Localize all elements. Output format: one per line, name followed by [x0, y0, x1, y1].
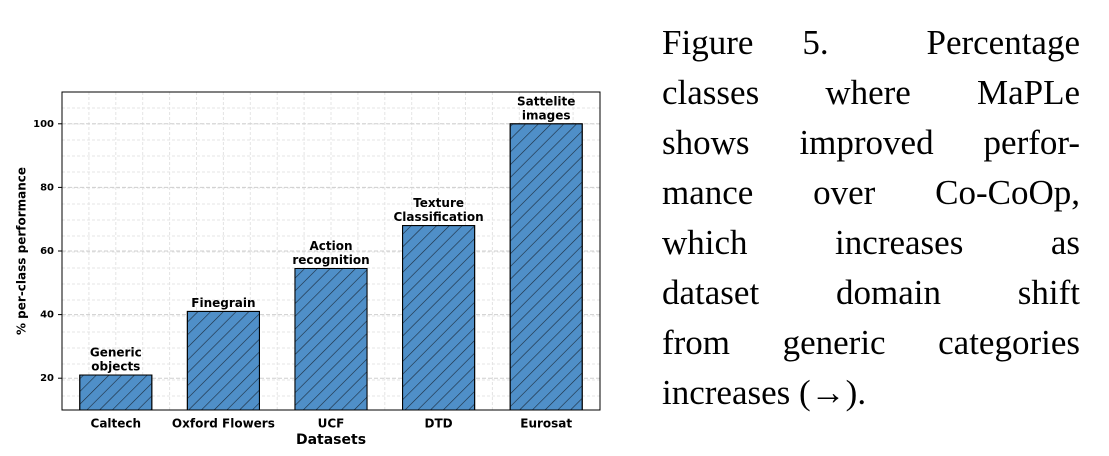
x-tick-label: Eurosat	[520, 417, 572, 431]
x-axis-label: Datasets	[296, 432, 366, 448]
y-tick-label: 20	[40, 373, 54, 384]
x-tick-label: DTD	[425, 417, 453, 431]
x-tick-label: UCF	[318, 417, 345, 431]
y-tick-label: 40	[40, 310, 54, 321]
bar-label: objects	[91, 360, 140, 374]
bar-label: Sattelite	[517, 94, 575, 108]
bar-hatch	[79, 374, 153, 411]
bar-hatch	[402, 225, 476, 411]
caption-line: dataset domain shift	[662, 273, 1080, 312]
chart: % per-class performance Datasets 20 40 60 8…	[15, 91, 601, 448]
plot-frame	[61, 91, 601, 411]
y-axis-label: % per-class performance	[15, 167, 29, 335]
y-tick-label: 100	[33, 119, 54, 130]
bar-hatch	[509, 123, 583, 411]
bar-hatch	[186, 310, 260, 411]
bar-label: images	[522, 108, 571, 122]
x-tick-label: Caltech	[91, 417, 142, 431]
caption-line: classes where MaPLe	[662, 73, 1080, 112]
bar-label: Finegrain	[191, 296, 255, 310]
bar-label: Generic	[90, 346, 142, 360]
bar-label: Action	[309, 239, 352, 253]
y-tick-label: 80	[40, 182, 54, 193]
bar-label: recognition	[292, 253, 369, 267]
bar-label: Classification	[394, 210, 484, 224]
caption-line: which increases as	[662, 223, 1080, 262]
caption-line: increases (→).	[662, 373, 867, 412]
caption-line: shows improved perfor-	[662, 123, 1080, 162]
x-tick-label: Oxford Flowers	[172, 417, 275, 431]
caption-line: from generic categories	[662, 323, 1080, 362]
caption: Figure 5. Percentage classes where MaPLe s…	[662, 18, 1080, 418]
bar-label: Texture	[413, 196, 464, 210]
caption-line: Figure 5. Percentage	[662, 23, 1080, 62]
y-tick-label: 60	[40, 246, 54, 257]
bar-hatch	[294, 267, 368, 411]
caption-line: mance over Co-CoOp,	[662, 173, 1080, 212]
